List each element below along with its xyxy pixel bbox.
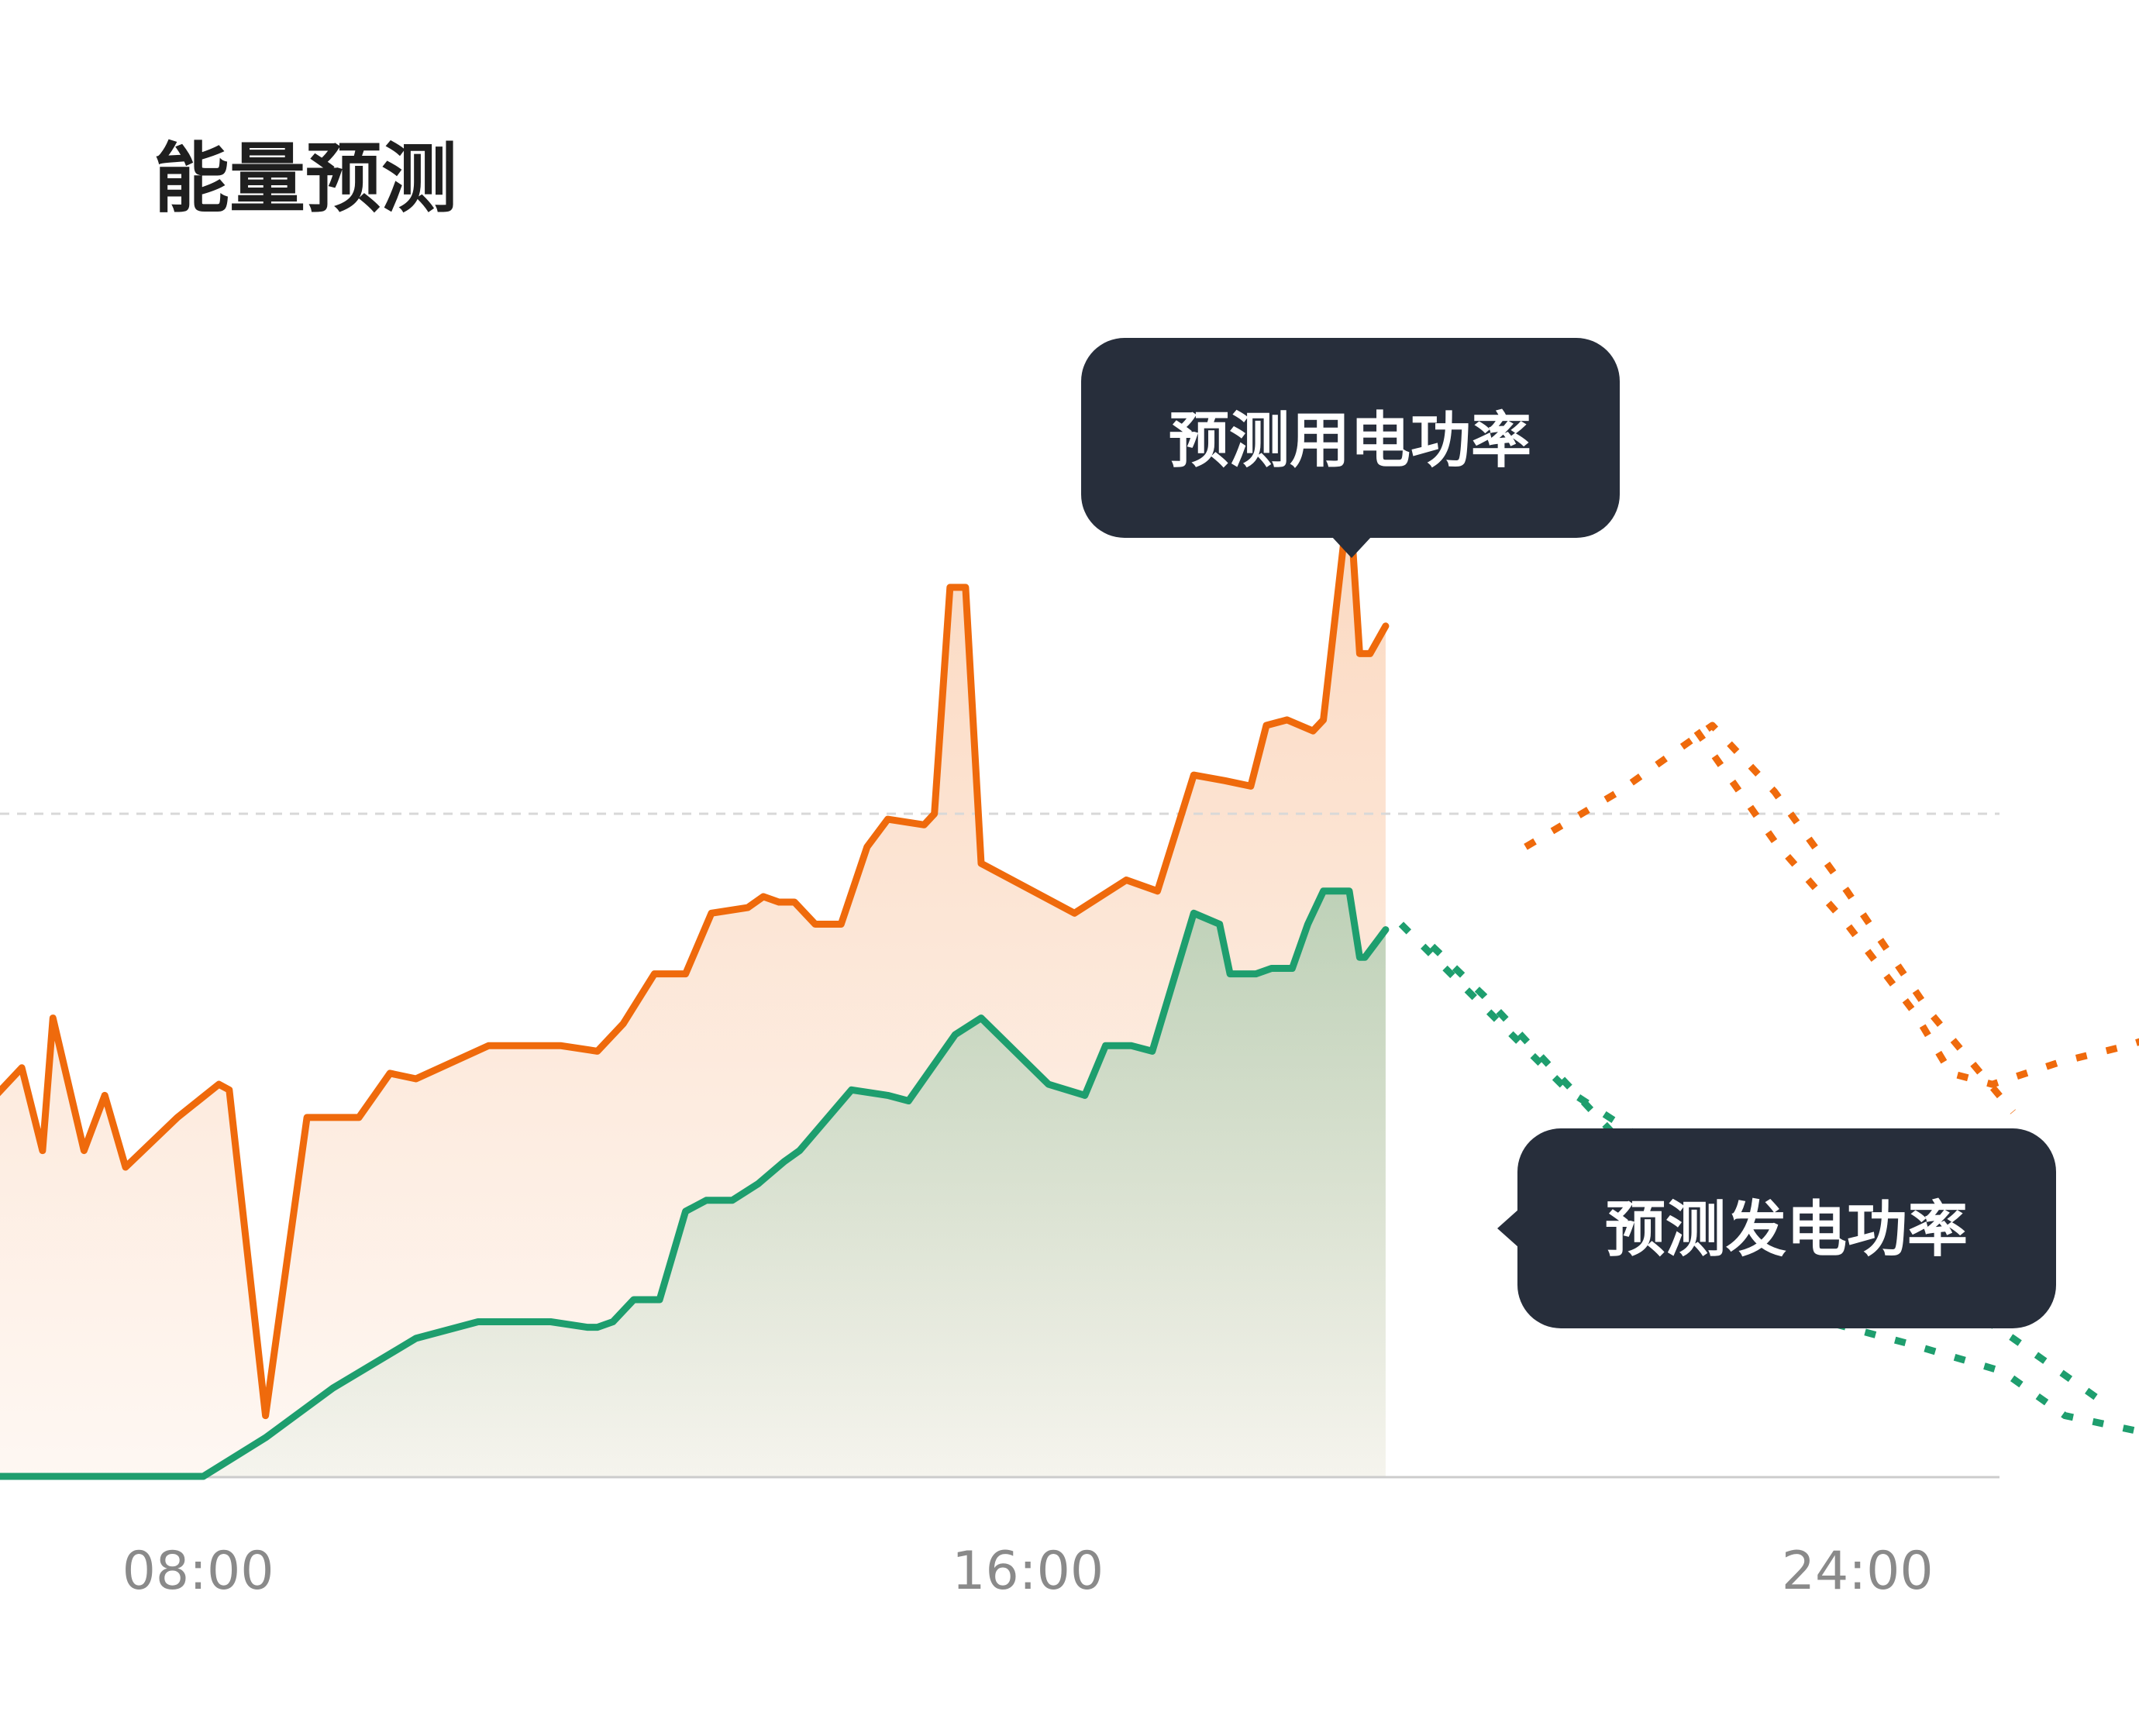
x-tick-label: 08:00 — [122, 1541, 274, 1602]
area-layer — [0, 493, 1386, 1476]
tooltip-consumption-forecast: 预测用电功率 — [1081, 338, 1620, 558]
tooltip-label: 预测用电功率 — [1169, 406, 1531, 476]
x-tick-label: 16:00 — [952, 1541, 1104, 1602]
tooltip-box — [1081, 338, 1620, 538]
tooltip-pointer — [1331, 536, 1372, 558]
consumption_actual-line — [0, 490, 1390, 1420]
tooltip-pointer — [1497, 1209, 1519, 1248]
tooltip-label: 预测发电功率 — [1605, 1195, 1968, 1265]
generation_actual-line — [0, 887, 1390, 1480]
generation_actual-area — [0, 890, 1386, 1476]
x-axis-ticks: 08:00 16:00 24:00 — [122, 1541, 1934, 1602]
consumption_forecast_a-line — [1524, 722, 2016, 1114]
tooltip-generation-forecast: 预测发电功率 — [1497, 1128, 2056, 1328]
tooltip-box — [1517, 1128, 2056, 1328]
consumption_forecast_b-line — [1693, 728, 2139, 1088]
chart-title: 能量预测 — [153, 135, 457, 223]
x-tick-label: 24:00 — [1782, 1541, 1934, 1602]
